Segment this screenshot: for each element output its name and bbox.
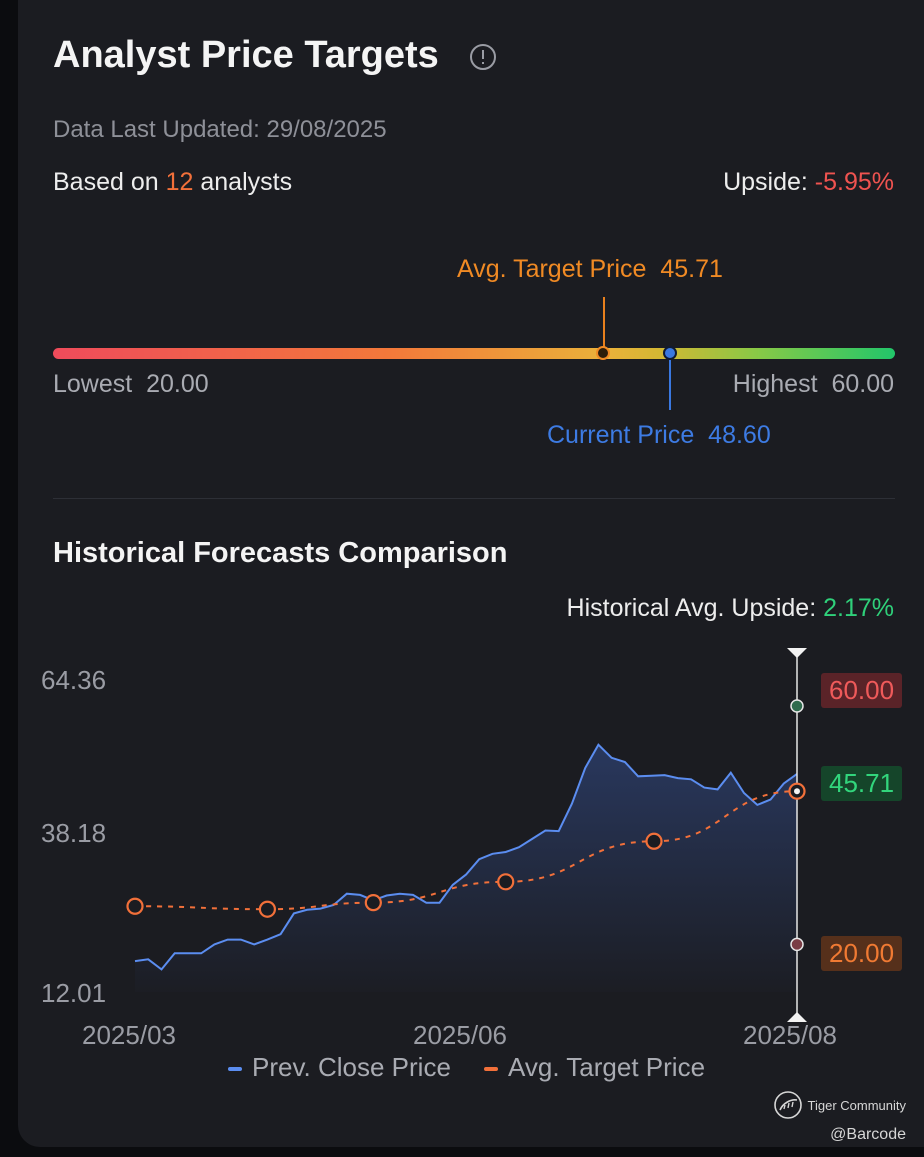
avg-target-current-point [794, 788, 800, 795]
avg-target-point [126, 897, 144, 915]
avg-target-label: Avg. Target Price 45.71 [457, 255, 723, 284]
based-prefix: Based on [53, 168, 166, 196]
current-price-value: 48.60 [708, 421, 771, 449]
tiger-community-watermark: Tiger Community [807, 1098, 906, 1113]
author-handle: @Barcode [830, 1126, 906, 1143]
upside-text: Upside: -5.95% [723, 168, 894, 197]
y-tick-label: 12.01 [41, 978, 107, 1008]
close-price-area [135, 744, 797, 992]
lowest-label-text: Lowest [53, 370, 133, 398]
high-target-point [790, 699, 804, 713]
historical-upside-label: Historical Avg. Upside: [566, 594, 824, 622]
crosshair-bottom-handle [787, 1012, 807, 1022]
x-tick-label: 2025/03 [82, 1020, 176, 1050]
historical-title: Historical Forecasts Comparison [53, 537, 508, 569]
avg-target-point [258, 900, 276, 918]
current-price-marker [663, 346, 677, 360]
legend-target-price: Avg. Target Price [484, 1052, 705, 1083]
highest-label: Highest 60.00 [733, 370, 894, 399]
historical-upside: Historical Avg. Upside: 2.17% [567, 594, 894, 623]
avg-target-marker [596, 346, 610, 360]
crosshair-top-handle [787, 648, 807, 658]
y-tick-label: 64.36 [41, 665, 107, 695]
legend-close-swatch [228, 1067, 242, 1072]
legend-target-label: Avg. Target Price [508, 1052, 706, 1082]
avg-target-badge: 45.71 [821, 766, 903, 801]
avg-target-point [497, 873, 515, 891]
close-price-line [134, 743, 798, 971]
last-updated: Data Last Updated: 29/08/2025 [53, 116, 387, 143]
current-price-label-text: Current Price [547, 421, 695, 449]
low-target-badge: 20.00 [821, 936, 903, 971]
section-divider [53, 498, 895, 499]
legend-close-price: Prev. Close Price [228, 1052, 451, 1083]
info-icon[interactable] [470, 44, 496, 70]
lowest-value: 20.00 [146, 370, 209, 398]
based-suffix: analysts [193, 168, 293, 196]
high-target-badge: 60.00 [821, 673, 903, 708]
x-tick-label: 2025/06 [413, 1020, 507, 1050]
legend-target-swatch [484, 1067, 498, 1072]
legend-close-label: Prev. Close Price [252, 1052, 451, 1082]
tiger-community-logo-icon [774, 1091, 802, 1119]
analyst-count-text: Based on 12 analysts [53, 168, 292, 197]
x-tick-label: 2025/08 [743, 1020, 837, 1050]
avg-target-point [645, 832, 663, 850]
avg-target-line [134, 790, 798, 911]
low-target-point [790, 937, 804, 952]
avg-target-value: 45.71 [660, 255, 723, 283]
historical-upside-value: 2.17% [823, 594, 894, 622]
upside-value: -5.95% [814, 168, 894, 196]
highest-label-text: Highest [732, 370, 818, 398]
y-tick-label: 38.18 [41, 818, 107, 848]
upside-label: Upside: [723, 168, 815, 196]
highest-value: 60.00 [831, 370, 894, 398]
price-range-bar [53, 348, 895, 359]
avg-target-label-text: Avg. Target Price [457, 255, 647, 283]
analyst-count: 12 [165, 168, 194, 196]
lowest-label: Lowest 20.00 [53, 370, 209, 399]
page-title: Analyst Price Targets [53, 34, 439, 76]
current-price-marker-line [669, 360, 671, 410]
avg-target-marker-line [603, 297, 605, 347]
avg-target-point [364, 894, 382, 912]
current-price-label: Current Price 48.60 [547, 421, 771, 450]
